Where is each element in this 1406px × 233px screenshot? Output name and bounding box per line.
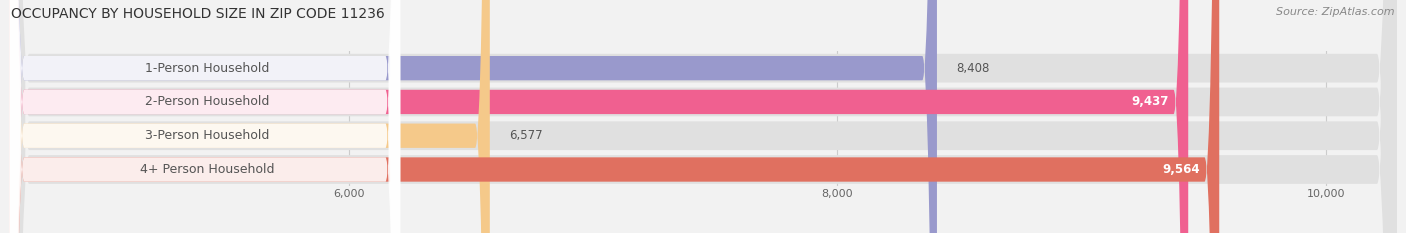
Text: 9,564: 9,564 [1163,163,1199,176]
FancyBboxPatch shape [10,0,936,233]
FancyBboxPatch shape [10,0,401,233]
Text: 6,577: 6,577 [509,129,543,142]
FancyBboxPatch shape [10,0,1396,233]
FancyBboxPatch shape [10,0,1219,233]
Text: 2-Person Household: 2-Person Household [145,96,270,108]
Text: 4+ Person Household: 4+ Person Household [141,163,274,176]
FancyBboxPatch shape [10,0,489,233]
FancyBboxPatch shape [10,0,401,233]
FancyBboxPatch shape [10,0,1396,233]
Text: OCCUPANCY BY HOUSEHOLD SIZE IN ZIP CODE 11236: OCCUPANCY BY HOUSEHOLD SIZE IN ZIP CODE … [11,7,385,21]
FancyBboxPatch shape [10,0,401,233]
Text: Source: ZipAtlas.com: Source: ZipAtlas.com [1277,7,1395,17]
Text: 3-Person Household: 3-Person Household [145,129,270,142]
Text: 8,408: 8,408 [956,62,990,75]
FancyBboxPatch shape [10,0,1188,233]
FancyBboxPatch shape [10,0,1396,233]
FancyBboxPatch shape [10,0,1396,233]
FancyBboxPatch shape [10,0,401,233]
Text: 1-Person Household: 1-Person Household [145,62,270,75]
Text: 9,437: 9,437 [1132,96,1168,108]
